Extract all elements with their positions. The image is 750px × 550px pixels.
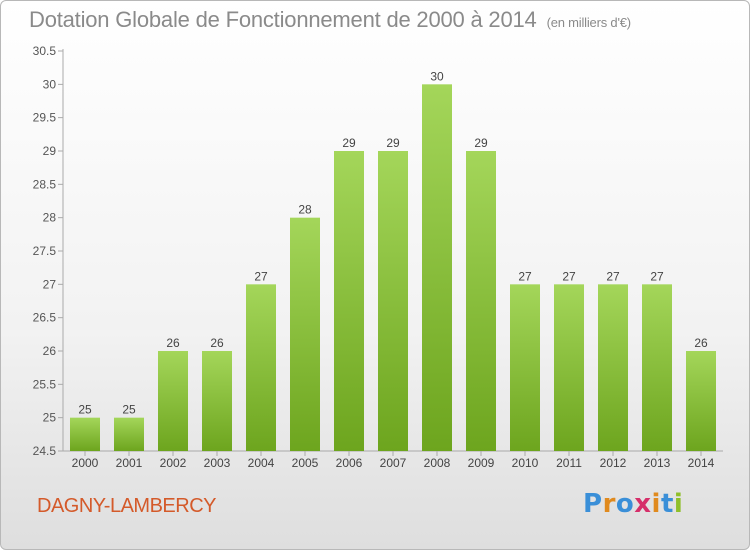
x-tick-label: 2004	[248, 456, 275, 470]
x-tick-label: 2011	[556, 456, 582, 470]
data-label: 27	[254, 269, 268, 283]
data-label: 29	[342, 136, 356, 150]
x-tick-label: 2006	[336, 456, 363, 470]
commune-name: DAGNY-LAMBERCY	[37, 495, 216, 517]
y-tick-label: 26	[43, 344, 57, 358]
x-tick-label: 2002	[160, 456, 187, 470]
logo-letter: r	[602, 489, 616, 519]
y-tick-label: 25.5	[33, 377, 57, 391]
x-tick-label: 2001	[116, 456, 143, 470]
bar	[114, 417, 144, 451]
data-label: 25	[78, 403, 92, 417]
bar	[158, 351, 188, 451]
logo-letter: i	[651, 489, 661, 519]
data-label: 27	[650, 269, 664, 283]
data-label: 26	[694, 336, 708, 350]
logo-letter: i	[673, 489, 684, 519]
y-tick-label: 30	[43, 77, 57, 91]
x-tick-label: 2003	[204, 456, 231, 470]
bar	[202, 351, 232, 451]
x-tick-label: 2008	[424, 456, 451, 470]
bar	[686, 351, 716, 451]
x-tick-label: 2009	[468, 456, 495, 470]
logo-letter: x	[634, 489, 652, 519]
bar	[70, 417, 100, 451]
x-tick-label: 2000	[72, 456, 99, 470]
data-label: 26	[210, 336, 224, 350]
data-label: 29	[474, 136, 488, 150]
proxiti-logo: Proxiti	[583, 489, 683, 519]
x-tick-label: 2005	[292, 456, 319, 470]
data-label: 30	[430, 69, 444, 83]
bar	[422, 84, 452, 451]
data-label: 28	[298, 203, 312, 217]
y-tick-label: 30.5	[33, 44, 57, 58]
data-label: 26	[166, 336, 180, 350]
x-tick-label: 2014	[688, 456, 715, 470]
bar	[642, 284, 672, 451]
bar	[598, 284, 628, 451]
data-label: 27	[562, 269, 576, 283]
y-tick-label: 26.5	[33, 311, 57, 325]
logo-letter: t	[660, 489, 674, 519]
bar	[510, 284, 540, 451]
bar	[378, 151, 408, 451]
x-tick-label: 2013	[644, 456, 671, 470]
x-tick-label: 2012	[600, 456, 627, 470]
x-tick-label: 2007	[380, 456, 407, 470]
y-tick-label: 29	[43, 144, 57, 158]
y-tick-label: 27	[43, 277, 57, 291]
y-tick-label: 25	[43, 411, 57, 425]
data-label: 29	[386, 136, 400, 150]
y-tick-label: 28	[43, 211, 57, 225]
x-tick-label: 2010	[512, 456, 539, 470]
bar	[334, 151, 364, 451]
data-label: 27	[606, 269, 620, 283]
y-tick-label: 28.5	[33, 177, 57, 191]
bar	[246, 284, 276, 451]
logo-letter: o	[615, 489, 635, 519]
y-tick-label: 29.5	[33, 111, 57, 125]
y-tick-label: 24.5	[33, 444, 57, 458]
bar	[554, 284, 584, 451]
data-label: 25	[122, 403, 136, 417]
chart-subtitle: (en milliers d'€)	[546, 15, 632, 30]
bar	[290, 217, 320, 451]
logo-letter: P	[583, 489, 603, 519]
chart-title-text: Dotation Globale de Fonctionnement de 20…	[29, 7, 537, 32]
bar	[466, 151, 496, 451]
chart-title: Dotation Globale de Fonctionnement de 20…	[29, 7, 631, 33]
y-tick-label: 27.5	[33, 244, 57, 258]
data-label: 27	[518, 269, 532, 283]
